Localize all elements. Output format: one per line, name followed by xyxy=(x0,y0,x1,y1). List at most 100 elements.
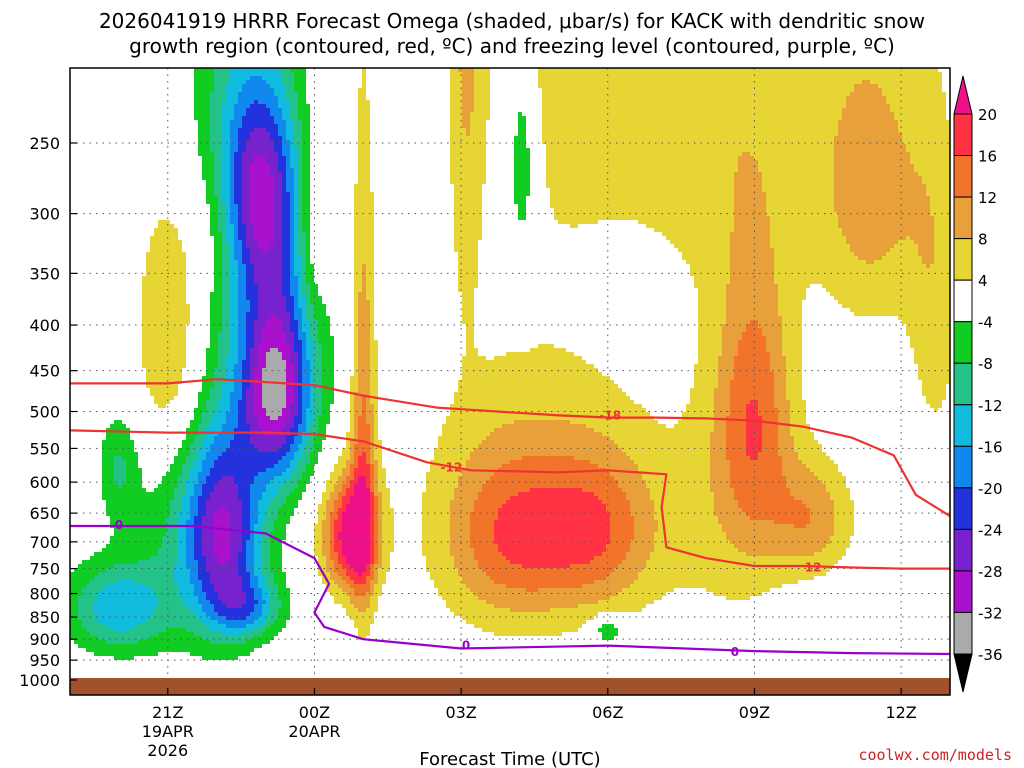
omega-cell xyxy=(122,580,126,584)
omega-cell xyxy=(258,500,262,504)
omega-cell xyxy=(210,336,214,340)
omega-cell xyxy=(218,244,222,248)
omega-cell xyxy=(214,300,218,304)
omega-cell xyxy=(270,316,274,320)
omega-cell xyxy=(166,224,170,228)
omega-cell xyxy=(146,264,150,268)
omega-cell xyxy=(182,632,186,636)
omega-cell xyxy=(210,160,214,164)
omega-cell xyxy=(282,332,286,336)
omega-cell xyxy=(262,332,266,336)
omega-cell xyxy=(178,376,182,380)
omega-cell xyxy=(158,280,162,284)
omega-cell xyxy=(258,168,262,172)
omega-cell xyxy=(230,120,234,124)
omega-cell xyxy=(146,380,150,384)
omega-cell xyxy=(178,588,182,592)
omega-cell xyxy=(106,444,110,448)
omega-cell xyxy=(178,316,182,320)
omega-cell xyxy=(282,572,286,576)
omega-cell xyxy=(270,600,274,604)
omega-cell xyxy=(106,488,110,492)
omega-cell xyxy=(182,452,186,456)
omega-cell xyxy=(154,392,158,396)
omega-cell xyxy=(206,448,210,452)
omega-cell xyxy=(234,396,238,400)
omega-cell xyxy=(286,412,290,416)
omega-cell xyxy=(206,520,210,524)
omega-cell xyxy=(206,124,210,128)
omega-cell xyxy=(246,100,250,104)
omega-cell xyxy=(266,620,270,624)
omega-cell xyxy=(226,252,230,256)
omega-cell xyxy=(250,156,254,160)
omega-cell xyxy=(278,344,282,348)
omega-cell xyxy=(230,400,234,404)
omega-cell xyxy=(278,372,282,376)
omega-cell xyxy=(266,568,270,572)
omega-cell xyxy=(242,580,246,584)
omega-cell xyxy=(174,640,178,644)
omega-cell xyxy=(258,200,262,204)
omega-cell xyxy=(202,172,206,176)
omega-cell xyxy=(270,288,274,292)
omega-cell xyxy=(206,548,210,552)
omega-cell xyxy=(198,80,202,84)
omega-cell xyxy=(202,472,206,476)
omega-cell xyxy=(282,72,286,76)
omega-cell xyxy=(118,448,122,452)
omega-cell xyxy=(278,188,282,192)
omega-cell xyxy=(194,92,198,96)
omega-cell xyxy=(178,356,182,360)
omega-cell xyxy=(214,128,218,132)
omega-cell xyxy=(242,648,246,652)
omega-cell xyxy=(230,172,234,176)
omega-cell xyxy=(258,440,262,444)
omega-cell xyxy=(198,536,202,540)
omega-cell xyxy=(142,520,146,524)
omega-cell xyxy=(130,600,134,604)
omega-cell xyxy=(278,108,282,112)
omega-cell xyxy=(170,368,174,372)
omega-cell xyxy=(270,88,274,92)
omega-cell xyxy=(222,108,226,112)
omega-cell xyxy=(242,324,246,328)
omega-cell xyxy=(262,128,266,132)
omega-cell xyxy=(282,376,286,380)
omega-cell xyxy=(262,412,266,416)
omega-cell xyxy=(270,604,274,608)
omega-cell xyxy=(238,104,242,108)
omega-cell xyxy=(250,500,254,504)
omega-cell xyxy=(154,276,158,280)
omega-cell xyxy=(270,96,274,100)
omega-cell xyxy=(202,444,206,448)
omega-cell xyxy=(242,412,246,416)
omega-cell xyxy=(262,276,266,280)
omega-cell xyxy=(250,440,254,444)
omega-cell xyxy=(210,400,214,404)
omega-cell xyxy=(258,68,262,72)
omega-cell xyxy=(274,168,278,172)
omega-cell xyxy=(182,448,186,452)
omega-cell xyxy=(154,572,158,576)
omega-cell xyxy=(110,480,114,484)
omega-cell xyxy=(270,556,274,560)
omega-cell xyxy=(254,140,258,144)
omega-cell xyxy=(218,116,222,120)
omega-cell xyxy=(110,536,114,540)
omega-cell xyxy=(258,108,262,112)
omega-cell xyxy=(218,652,222,656)
omega-cell xyxy=(158,320,162,324)
omega-cell xyxy=(178,460,182,464)
omega-cell xyxy=(258,308,262,312)
omega-cell xyxy=(170,308,174,312)
omega-cell xyxy=(198,452,202,456)
omega-cell xyxy=(150,312,154,316)
omega-cell xyxy=(246,464,250,468)
omega-cell xyxy=(266,216,270,220)
omega-cell xyxy=(230,236,234,240)
omega-cell xyxy=(234,408,238,412)
omega-cell xyxy=(218,248,222,252)
omega-cell xyxy=(214,572,218,576)
omega-cell xyxy=(154,364,158,368)
